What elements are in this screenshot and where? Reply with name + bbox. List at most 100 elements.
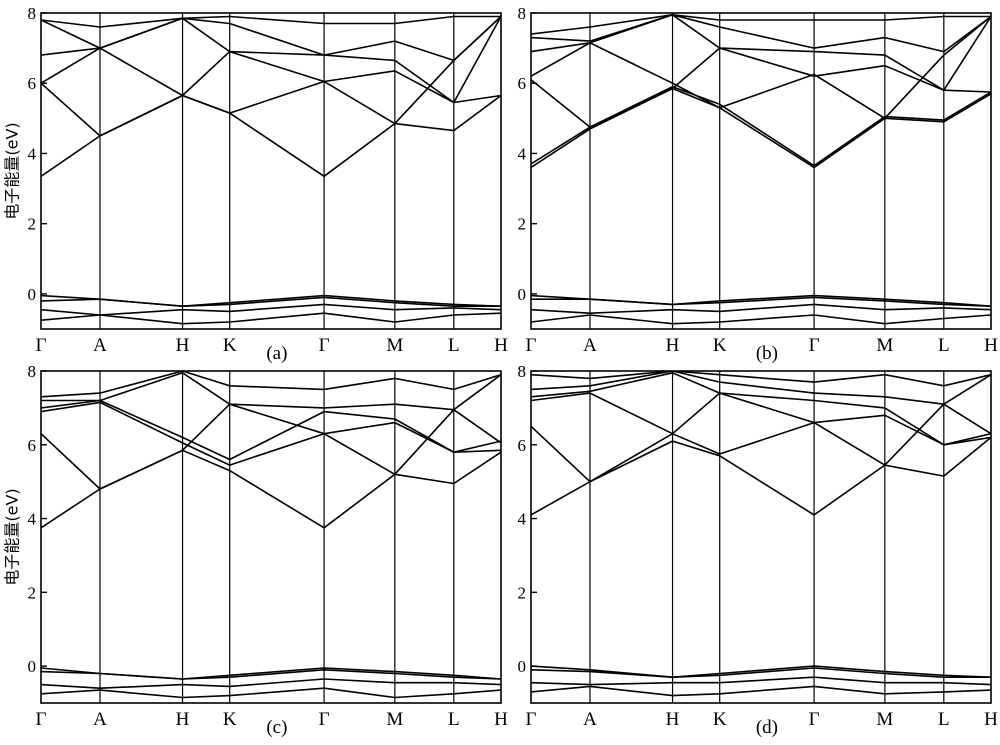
y-tick-label: 4 [28, 144, 37, 163]
band-lines [531, 14, 991, 325]
band-line [41, 687, 501, 699]
band-line [531, 665, 991, 679]
kpoint-label: K [713, 709, 727, 730]
band-line [41, 403, 501, 490]
kpoint-label: Γ [36, 335, 47, 356]
kpoint-label: K [223, 335, 237, 356]
band-line [531, 87, 991, 169]
y-tick-label: 0 [518, 657, 527, 676]
kpoint-label: M [386, 335, 403, 356]
band-line [41, 94, 501, 178]
band-line [41, 15, 501, 28]
band-line [41, 371, 501, 411]
kpoint-label: Γ [319, 335, 330, 356]
band-line [41, 678, 501, 690]
panel-a: 0 2 4 6 8 Γ A H K Γ M L H (a) 电子能量(eV) [3, 4, 509, 364]
band-line [531, 14, 991, 53]
band-line [41, 449, 501, 529]
kpoint-label: Γ [526, 335, 537, 356]
panel-c: 0 2 4 6 8 Γ A H K Γ M L H (c) 电子能量(eV) [3, 362, 509, 738]
band-line [531, 371, 991, 446]
band-line [41, 16, 501, 104]
band-line [41, 399, 501, 461]
kpoint-label: Γ [809, 709, 820, 730]
kpoint-label: L [938, 709, 950, 730]
kpoint-label: L [938, 335, 950, 356]
kpoint-label: H [666, 335, 680, 356]
kpoint-label: M [876, 335, 893, 356]
y-tick-label: 8 [518, 4, 527, 23]
y-tick-label: 0 [28, 657, 37, 676]
panel-label: (b) [756, 343, 778, 364]
axes-frame [40, 12, 502, 330]
band-line [41, 15, 501, 62]
kpoint-label: M [386, 709, 403, 730]
kpoint-label: K [713, 335, 727, 356]
y-tick-label: 2 [28, 583, 37, 602]
kpoint-label: H [176, 709, 190, 730]
band-line [531, 436, 991, 516]
panel-label: (a) [266, 343, 287, 364]
y-tick-label: 4 [518, 144, 527, 163]
kpoint-label: Γ [319, 709, 330, 730]
band-line [531, 15, 991, 120]
y-tick-label: 2 [518, 215, 527, 234]
y-tick-label: 0 [518, 285, 527, 304]
band-line [531, 14, 991, 91]
band-line [531, 667, 991, 679]
kpoint-label: A [93, 709, 107, 730]
kpoint-label: K [223, 709, 237, 730]
axes-frame [40, 370, 502, 704]
kpoint-label: Γ [809, 335, 820, 356]
y-tick-label: 6 [28, 74, 37, 93]
kpoint-label: H [494, 335, 508, 356]
band-line [41, 15, 501, 125]
y-tick-label: 6 [518, 436, 527, 455]
band-lines [531, 371, 991, 697]
band-lines [41, 15, 501, 325]
band-line [531, 371, 991, 406]
kpoint-label: L [448, 709, 460, 730]
band-line [41, 371, 501, 398]
kpoint-label: A [583, 709, 597, 730]
y-tick-label: 2 [518, 583, 527, 602]
band-line [531, 14, 991, 35]
y-tick-label: 4 [28, 510, 37, 529]
axes-frame [530, 370, 992, 704]
y-tick-label: 0 [28, 285, 37, 304]
axes-frame [530, 12, 992, 330]
band-line [41, 312, 501, 325]
band-line [41, 303, 501, 316]
y-tick-label: 8 [28, 362, 37, 381]
kpoint-label: H [176, 335, 190, 356]
y-axis-label: 电子能量(eV) [3, 488, 22, 585]
band-line [41, 401, 501, 476]
band-line [531, 303, 991, 315]
kpoint-label: H [666, 709, 680, 730]
kpoint-label: Γ [526, 709, 537, 730]
band-lines [41, 371, 501, 699]
y-tick-label: 6 [518, 74, 527, 93]
kpoint-label: H [984, 709, 998, 730]
kpoint-label: M [876, 709, 893, 730]
kpoint-label: H [494, 709, 508, 730]
band-line [531, 371, 991, 387]
y-tick-label: 6 [28, 436, 37, 455]
panel-d: 0 2 4 6 8 Γ A H K Γ M L H (d) [518, 362, 999, 738]
band-line [531, 676, 991, 686]
kpoint-label: A [93, 335, 107, 356]
band-line [41, 296, 501, 308]
y-tick-label: 4 [518, 510, 527, 529]
band-line [531, 314, 991, 325]
band-line [531, 685, 991, 697]
kpoint-label: L [448, 335, 460, 356]
band-line [531, 85, 991, 167]
y-axis-label: 电子能量(eV) [3, 122, 22, 219]
band-line [531, 392, 991, 483]
band-line [41, 668, 501, 680]
kpoint-label: Γ [36, 709, 47, 730]
band-line [531, 296, 991, 307]
panel-label: (d) [756, 717, 778, 738]
band-line [531, 392, 991, 466]
